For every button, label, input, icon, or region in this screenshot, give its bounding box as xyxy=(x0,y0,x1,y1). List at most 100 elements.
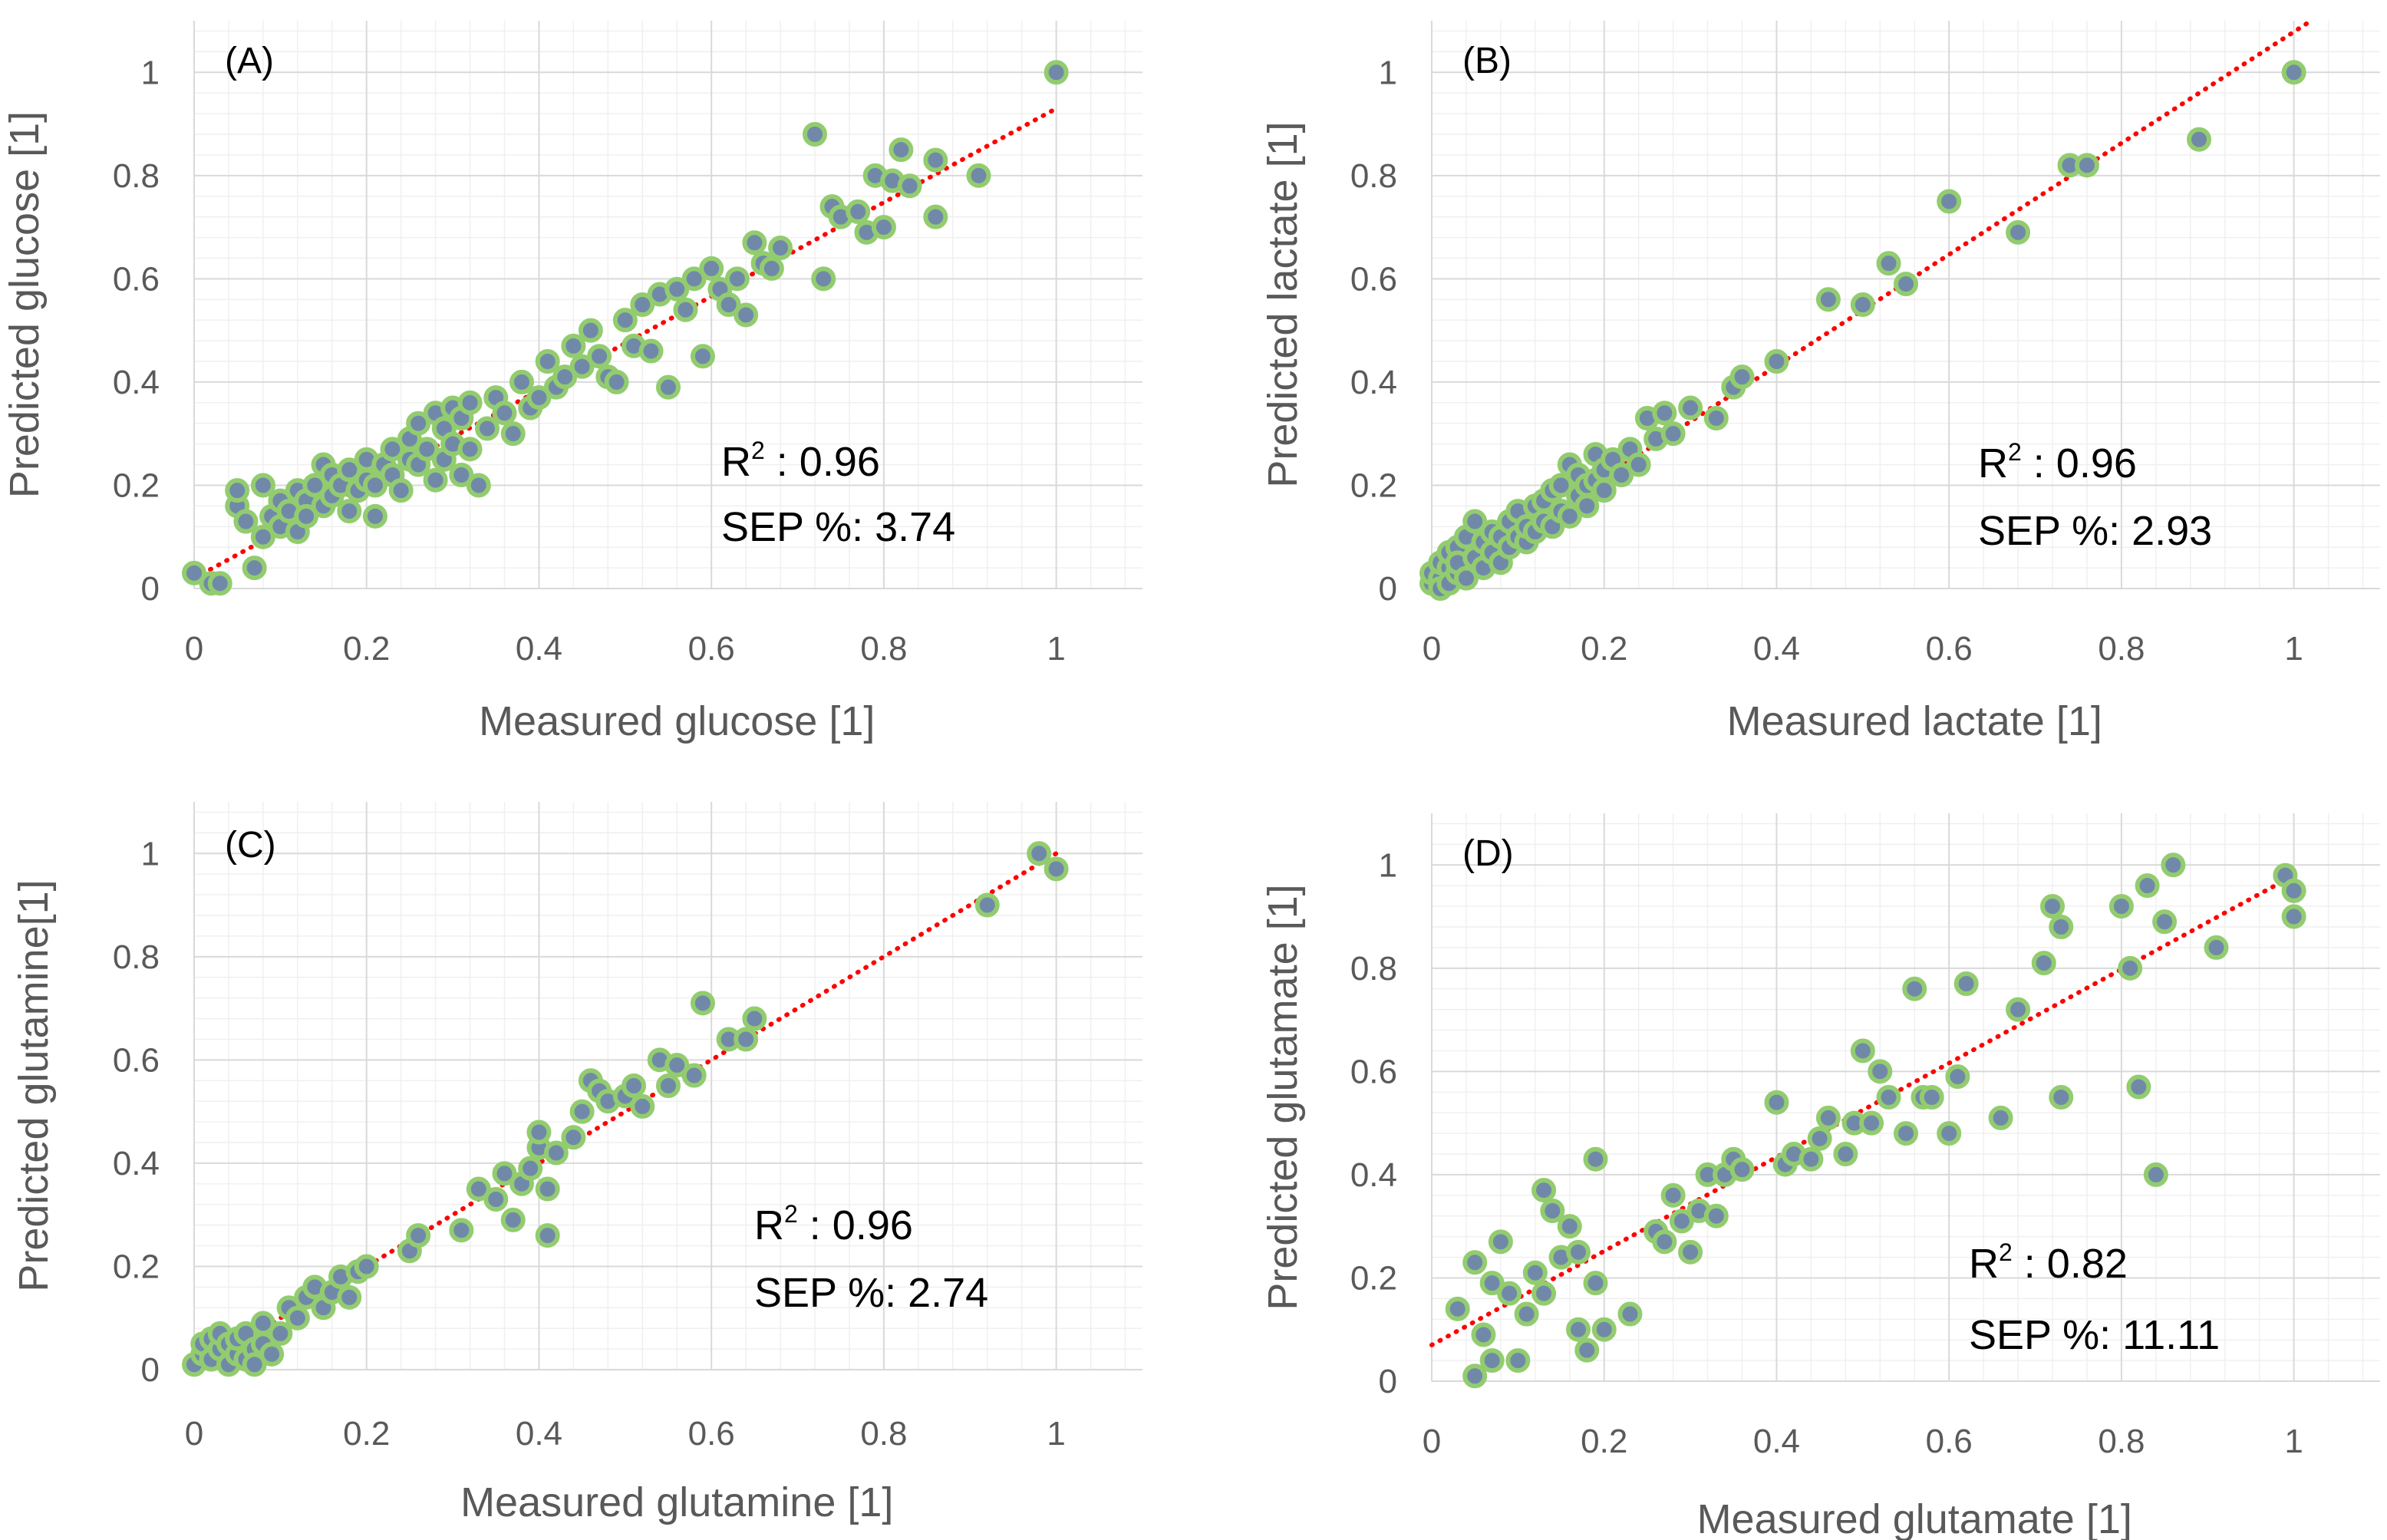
data-point xyxy=(242,556,267,581)
data-point xyxy=(2006,997,2031,1022)
sep-annotation: SEP %: 2.93 xyxy=(1978,508,2212,554)
data-point xyxy=(690,991,715,1016)
data-point xyxy=(656,374,681,400)
data-point xyxy=(518,1156,543,1181)
x-tick-label: 0.2 xyxy=(343,630,390,668)
data-point xyxy=(337,499,362,524)
data-point xyxy=(1652,401,1677,426)
x-tick-label: 0 xyxy=(1423,1423,1441,1460)
data-point xyxy=(974,892,1000,918)
data-point xyxy=(1609,463,1634,487)
data-point xyxy=(2108,894,2134,919)
data-point xyxy=(182,560,206,585)
data-point xyxy=(1574,1337,1600,1363)
x-tick-label: 0.2 xyxy=(343,1415,390,1453)
y-tick-label: 0 xyxy=(141,570,160,608)
data-point xyxy=(768,236,793,260)
data-point xyxy=(561,1125,586,1150)
y-tick-label: 0 xyxy=(141,1351,160,1389)
data-point xyxy=(250,473,275,498)
data-point xyxy=(362,503,387,529)
x-tick-label: 0.4 xyxy=(516,630,562,668)
data-point xyxy=(457,390,483,415)
panel-label: (B) xyxy=(1462,41,1512,81)
data-point xyxy=(1497,1281,1522,1306)
data-point xyxy=(1531,1178,1557,1203)
data-point xyxy=(449,1218,474,1243)
y-tick-label: 0.8 xyxy=(113,157,160,195)
data-point xyxy=(543,1140,569,1166)
x-tick-label: 0.4 xyxy=(1753,630,1800,668)
data-point xyxy=(2118,955,2143,981)
data-point xyxy=(2281,904,2306,929)
data-point xyxy=(1557,503,1582,529)
data-point xyxy=(457,437,483,462)
data-point xyxy=(1660,421,1686,447)
data-point xyxy=(233,509,259,534)
chart-panel: 0 0.2 0.4 0.6 0.8 1 0 0.2 0.4 0.6 0.8 1 Measured glu… xyxy=(2,21,1142,744)
x-tick-label: 0 xyxy=(185,1415,203,1453)
y-tick-label: 0.2 xyxy=(113,467,160,504)
data-point xyxy=(1488,1229,1513,1255)
fit-line xyxy=(1429,872,2296,1347)
data-point xyxy=(1945,1064,1970,1090)
data-point xyxy=(604,369,629,394)
data-point xyxy=(759,256,784,281)
data-point xyxy=(1591,478,1617,503)
data-point xyxy=(803,122,828,147)
data-point xyxy=(923,147,948,173)
data-point xyxy=(294,503,319,529)
data-point xyxy=(966,163,991,188)
y-axis-title: Predicted glutamate [1] xyxy=(1260,884,1306,1310)
data-point xyxy=(1919,1085,1944,1110)
data-point xyxy=(664,276,690,302)
y-axis-title: Predicted glucose [1] xyxy=(2,111,48,498)
data-point xyxy=(897,173,922,199)
r2-annotation: R2 : 0.96 xyxy=(754,1200,913,1248)
data-point xyxy=(500,421,526,447)
x-axis-title: Measured glutamine [1] xyxy=(460,1479,893,1525)
x-tick-label: 0.8 xyxy=(2098,1423,2145,1460)
data-point xyxy=(1531,1281,1557,1306)
data-point xyxy=(535,1223,560,1248)
data-point xyxy=(699,256,724,281)
data-point xyxy=(1557,1214,1582,1239)
data-point xyxy=(734,1027,759,1052)
data-point xyxy=(1566,1239,1591,1265)
data-point xyxy=(2161,852,2186,878)
data-point xyxy=(690,344,715,369)
data-point xyxy=(1574,493,1600,519)
r2-annotation: R2 : 0.96 xyxy=(1978,438,2137,486)
data-point xyxy=(1937,1121,1962,1146)
data-point xyxy=(1703,406,1729,430)
data-point xyxy=(846,199,871,224)
data-point xyxy=(2152,909,2178,935)
x-tick-label: 0.2 xyxy=(1581,1423,1627,1460)
data-point xyxy=(1729,364,1755,390)
data-point xyxy=(1660,1182,1686,1208)
data-point xyxy=(664,1053,690,1078)
x-tick-label: 0 xyxy=(1423,630,1441,668)
x-tick-label: 0.4 xyxy=(1753,1423,1800,1460)
y-tick-label: 0.6 xyxy=(1350,1053,1397,1090)
y-tick-label: 0.6 xyxy=(113,260,160,298)
panel-label: (C) xyxy=(225,825,276,866)
x-tick-label: 0.4 xyxy=(516,1415,562,1453)
data-point xyxy=(923,204,948,229)
data-point xyxy=(742,230,767,256)
chart-panel: 0 0.2 0.4 0.6 0.8 1 0 0.2 0.4 0.6 0.8 1 Measured lac… xyxy=(1260,18,2380,744)
data-point xyxy=(621,1073,647,1098)
data-point xyxy=(406,1223,431,1248)
x-tick-label: 1 xyxy=(2284,1423,2303,1460)
data-point xyxy=(535,1176,560,1202)
y-tick-label: 0.4 xyxy=(1350,364,1397,401)
data-point xyxy=(449,463,474,487)
y-axis-title: Predicted lactate [1] xyxy=(1260,121,1306,487)
data-point xyxy=(414,437,440,462)
y-tick-label: 1 xyxy=(141,54,160,91)
data-point xyxy=(1850,1038,1875,1063)
x-tick-label: 0 xyxy=(185,630,203,668)
x-tick-label: 1 xyxy=(2284,630,2303,668)
data-point xyxy=(811,266,836,292)
data-point xyxy=(1815,1105,1841,1130)
